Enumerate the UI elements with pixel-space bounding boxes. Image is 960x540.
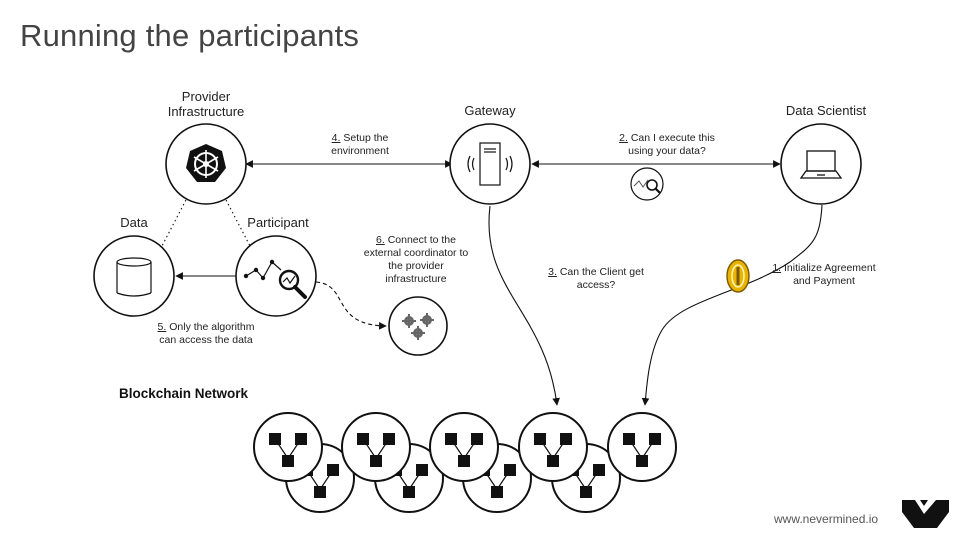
arrow-can-client-access: [488, 205, 560, 406]
arrow-initialize-agreement: [641, 204, 823, 406]
analytics-magnifier-icon: [243, 259, 307, 299]
data-node: [93, 235, 175, 317]
step-1-number: 1.: [772, 262, 782, 274]
step-5-number: 5.: [157, 321, 167, 333]
blockchain-node: [253, 412, 323, 482]
arrow-connect-coordinator: [315, 281, 387, 330]
page-title: Running the participants: [20, 18, 360, 53]
database-icon: [116, 257, 152, 297]
blockchain-node: [429, 412, 499, 482]
external-coordinator-node: [388, 296, 448, 356]
blockchain-network-label: Blockchain Network: [119, 386, 249, 401]
data-label: Data: [120, 215, 148, 230]
provider-label: Provider Infrastructure: [167, 89, 245, 119]
server-icon: [467, 142, 513, 186]
data-scientist-label: Data Scientist: [785, 103, 867, 118]
data-scientist-node: [780, 123, 862, 205]
blockchain-node: [607, 412, 677, 482]
step-5-label: 5. Only the algorithm can access the dat…: [157, 321, 255, 346]
blockchain-node: [518, 412, 588, 482]
step-2-number: 2.: [619, 132, 628, 144]
gears-icon: [402, 313, 434, 340]
step-3-number: 3.: [548, 266, 557, 278]
participant-label: Participant: [247, 215, 309, 230]
step-1-label: 1. Initialize Agreement and Payment: [772, 262, 876, 287]
step-2-label: 2. Can I execute this using your data?: [619, 132, 715, 157]
step-6-label: 6. Connect to the external coordinator t…: [363, 234, 469, 285]
nevermined-logo: [902, 500, 949, 528]
step-4-number: 4.: [331, 132, 341, 144]
step-3-label: 3. Can the Client get access?: [548, 266, 644, 291]
laptop-icon: [799, 150, 843, 179]
footer-url: www.nevermined.io: [774, 512, 879, 526]
step-4-label: 4. Setup the environment: [331, 132, 389, 157]
query-magnifier-icon: [630, 167, 664, 201]
participant-node: [235, 235, 317, 317]
provider-infrastructure-node: [165, 123, 247, 205]
coin-icon: [726, 259, 750, 293]
dotted-link-provider-participant: [223, 195, 251, 247]
kubernetes-icon: [186, 144, 226, 182]
gateway-label: Gateway: [464, 103, 516, 118]
step-6-number: 6.: [376, 234, 385, 246]
gateway-node: [449, 123, 531, 205]
blockchain-node: [341, 412, 411, 482]
blockchain-network: [253, 412, 677, 513]
dotted-link-provider-data: [161, 195, 189, 247]
